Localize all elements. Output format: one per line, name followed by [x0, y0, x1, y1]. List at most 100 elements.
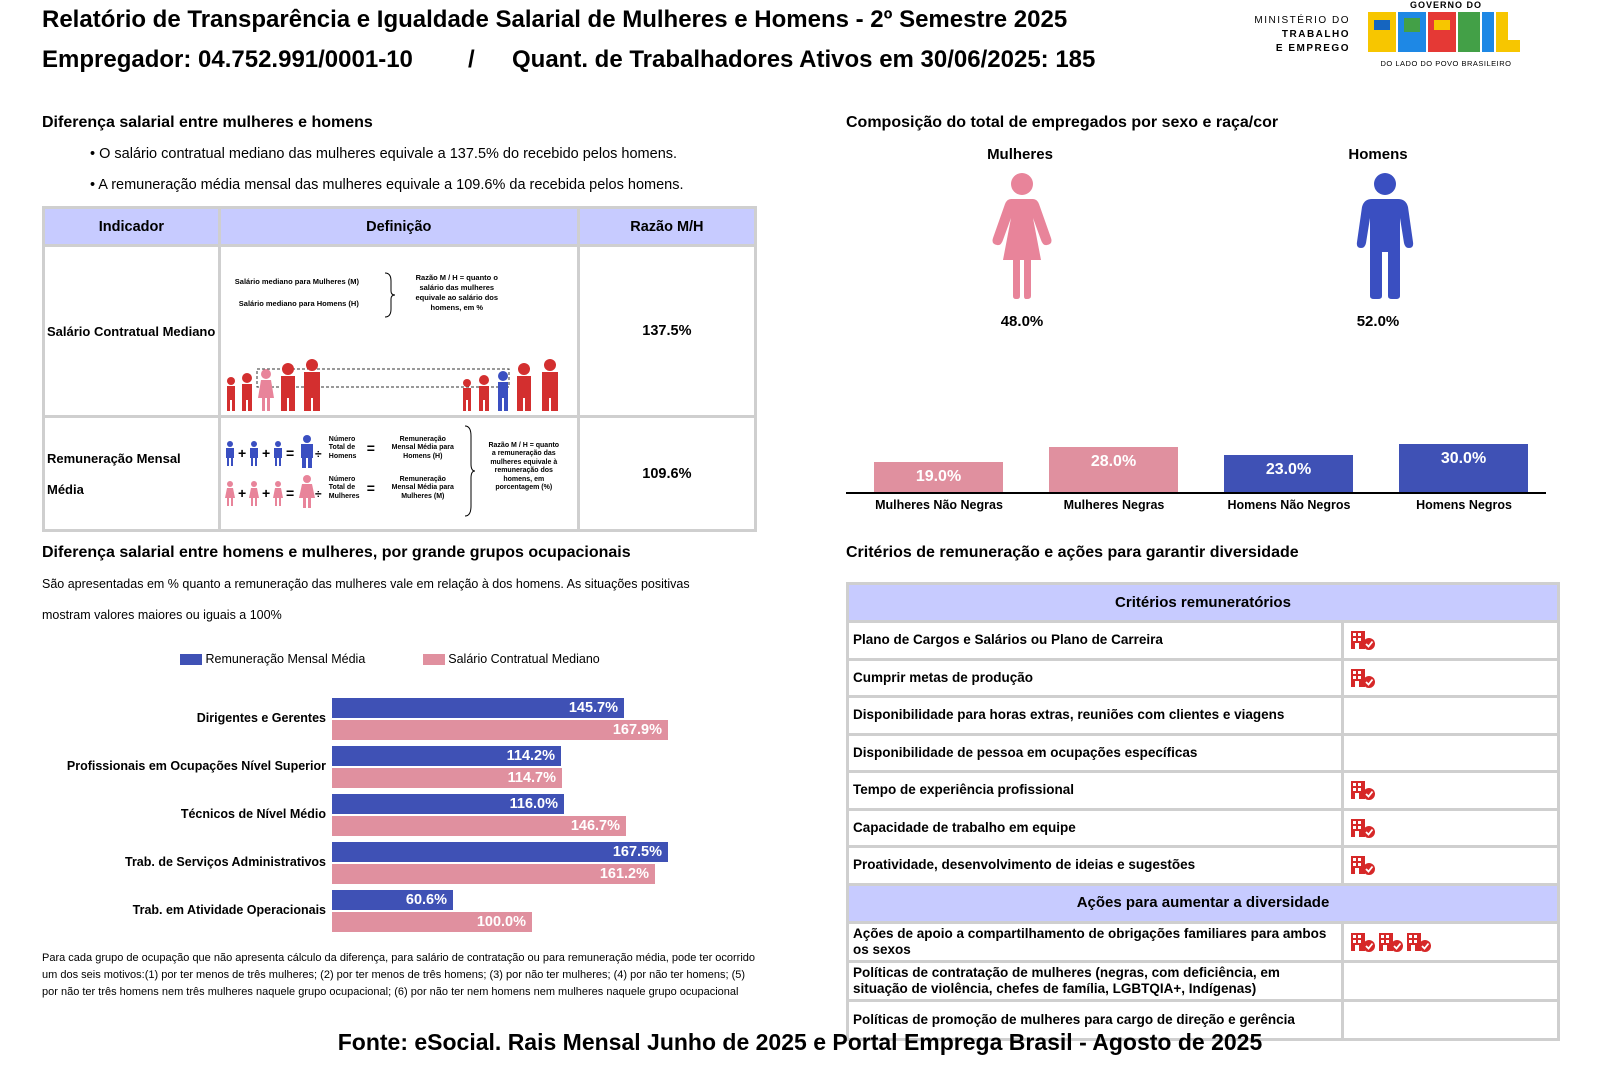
woman-figure-icon: [992, 173, 1052, 299]
svg-text:÷: ÷: [315, 487, 322, 501]
legend-swatch-salario: [422, 654, 445, 666]
race-category-label: Homens Não Negros: [1227, 498, 1351, 512]
remuneracao-bar: 116.0%: [332, 794, 564, 814]
table-row: Remuneração Mensal Média + + = ÷ Núme: [42, 415, 758, 532]
note-line: equivale ao salário dos: [415, 292, 499, 302]
indicator-median: Salário Contratual Mediano: [42, 244, 221, 418]
col-razao: Razão M/H: [576, 206, 758, 247]
women-sum-icon: + + = ÷: [224, 474, 322, 508]
value-average: 109.6%: [576, 415, 758, 532]
race-composition-chart: 19.0% Mulheres Não Negras 28.0% Mulheres Ne…: [846, 440, 1560, 530]
action-label: Políticas de contratação de mulheres (ne…: [846, 959, 1344, 1002]
def-line: Remuneração: [399, 475, 446, 483]
action-icons: [1341, 998, 1560, 1041]
header-separator: /: [468, 46, 475, 73]
occupational-desc-line-1: São apresentadas em % quanto a remuneraç…: [42, 577, 690, 591]
legend-remuneracao: Remuneração Mensal Média: [205, 652, 366, 666]
criteria-title: Critérios de remuneração e ações para ga…: [846, 544, 1299, 561]
criteria-icons: [1341, 845, 1560, 886]
women-percentage: 48.0%: [1000, 313, 1044, 330]
men-label: Homens: [1348, 146, 1408, 163]
indicator-table-header: Indicador Definição Razão M/H: [42, 206, 758, 247]
def-line: Mensal Média para: [391, 484, 454, 491]
def-line: Mulheres (M): [401, 492, 445, 500]
definition-average: + + = ÷ Número Total de Homens = Remuner…: [217, 415, 580, 532]
occupation-category-label: Trab. de Serviços Administrativos: [125, 855, 326, 869]
def-women-rem: Remuneração Mensal Média para Mulheres (…: [383, 476, 463, 502]
salario-bar: 114.7%: [332, 768, 562, 788]
def-line: Mulheres: [328, 492, 360, 500]
def-average-note: Razão M / H = quanto a remuneração das m…: [479, 442, 569, 493]
action-icons: [1341, 959, 1560, 1002]
men-percentage: 52.0%: [1356, 313, 1400, 330]
criteria-icons: [1341, 807, 1560, 848]
indicator-table: Indicador Definição Razão M/H Salário Co…: [42, 206, 758, 532]
criteria-header: Critérios remuneratórios: [846, 582, 1560, 623]
note-line: mulheres equivale à: [490, 458, 558, 466]
company-check-icon: [1351, 781, 1375, 801]
criteria-icons: [1341, 695, 1560, 736]
action-label: Ações de apoio a compartilhamento de obr…: [846, 920, 1344, 963]
def-median-women: Salário mediano para Mulheres (M): [234, 276, 359, 286]
race-bar: [1049, 447, 1178, 492]
def-line: Total de: [328, 444, 356, 451]
brace-icon: [464, 425, 475, 516]
brasil-wordmark-icon: [1368, 12, 1520, 52]
legend-salario: Salário Contratual Mediano: [448, 652, 600, 666]
salario-bar: 146.7%: [332, 816, 626, 836]
remuneracao-bar: 145.7%: [332, 698, 624, 718]
composition-title: Composição do total de empregados por se…: [846, 114, 1279, 131]
bullet-median: • O salário contratual mediano das mulhe…: [90, 146, 678, 162]
def-line: Número: [328, 475, 356, 483]
men-sum-icon: + + = ÷: [225, 434, 322, 468]
occupation-category-label: Profissionais em Ocupações Nível Superio…: [66, 759, 326, 773]
criteria-label: Disponibilidade de pessoa em ocupações e…: [846, 732, 1344, 773]
criteria-icons: [1341, 732, 1560, 773]
action-label: Políticas de promoção de mulheres para c…: [846, 998, 1344, 1041]
occupational-chart: Dirigentes e Gerentes 145.7% 167.9% Profiss…: [42, 696, 742, 946]
company-check-icon: [1351, 631, 1375, 651]
def-line: Total de: [328, 484, 356, 491]
salario-bar: 167.9%: [332, 720, 668, 740]
col-indicador: Indicador: [42, 206, 221, 247]
remuneracao-bar: 167.5%: [332, 842, 668, 862]
criteria-icons: [1341, 657, 1560, 698]
race-category-label: Mulheres Negras: [1063, 498, 1165, 512]
note-line: homens, em: [503, 475, 545, 483]
table-row: Salário Contratual Mediano Salário media…: [42, 244, 758, 418]
def-median-note: Razão M / H = quanto o salário das mulhe…: [401, 273, 513, 313]
note-line: remuneração dos: [494, 467, 553, 474]
table-row: Políticas de contratação de mulheres (ne…: [846, 959, 1560, 1002]
occupation-category-label: Técnicos de Nível Médio: [180, 807, 326, 821]
race-bar: [1399, 444, 1528, 492]
brace-icon: [384, 272, 395, 317]
occupation-category-label: Trab. em Atividade Operacionais: [132, 903, 326, 917]
employer-id: Empregador: 04.752.991/0001-10: [42, 46, 413, 73]
criteria-label: Cumprir metas de produção: [846, 657, 1344, 698]
race-axis-line: [846, 492, 1546, 494]
race-bar-value-label: 19.0%: [915, 468, 962, 485]
criteria-header-row: Critérios remuneratórios: [846, 582, 1560, 623]
note-line: Razão M / H = quanto: [488, 441, 560, 449]
table-row: Disponibilidade para horas extras, reuni…: [846, 695, 1560, 736]
svg-text:=: =: [286, 445, 294, 461]
race-bar-value-label: 23.0%: [1265, 461, 1312, 478]
def-line: Mensal Média para: [391, 444, 454, 451]
salario-bar: 161.2%: [332, 864, 655, 884]
race-bar-value-label: 30.0%: [1440, 450, 1487, 467]
criteria-label: Proatividade, desenvolvimento de ideias …: [846, 845, 1344, 886]
note-line: porcentagem (%): [495, 484, 553, 491]
race-composition-bars: 19.0% Mulheres Não Negras 28.0% Mulheres Ne…: [846, 440, 1560, 530]
people-median-illustration-icon: [226, 358, 558, 411]
def-line: Homens (H): [403, 452, 443, 460]
def-men-total: Número Total de Homens: [329, 436, 357, 462]
actions-header: Ações para aumentar a diversidade: [846, 882, 1560, 924]
equals-sign-icon: =: [366, 439, 375, 456]
table-row: Disponibilidade de pessoa em ocupações e…: [846, 732, 1560, 773]
bullet-average: • A remuneração média mensal das mulhere…: [90, 177, 684, 193]
ministry-line-1: MINISTÉRIO DO: [1254, 15, 1350, 26]
svg-text:+: +: [262, 485, 270, 501]
svg-text:÷: ÷: [315, 447, 322, 461]
indicator-average: Remuneração Mensal Média: [42, 415, 221, 532]
salario-bar: 100.0%: [332, 912, 532, 932]
